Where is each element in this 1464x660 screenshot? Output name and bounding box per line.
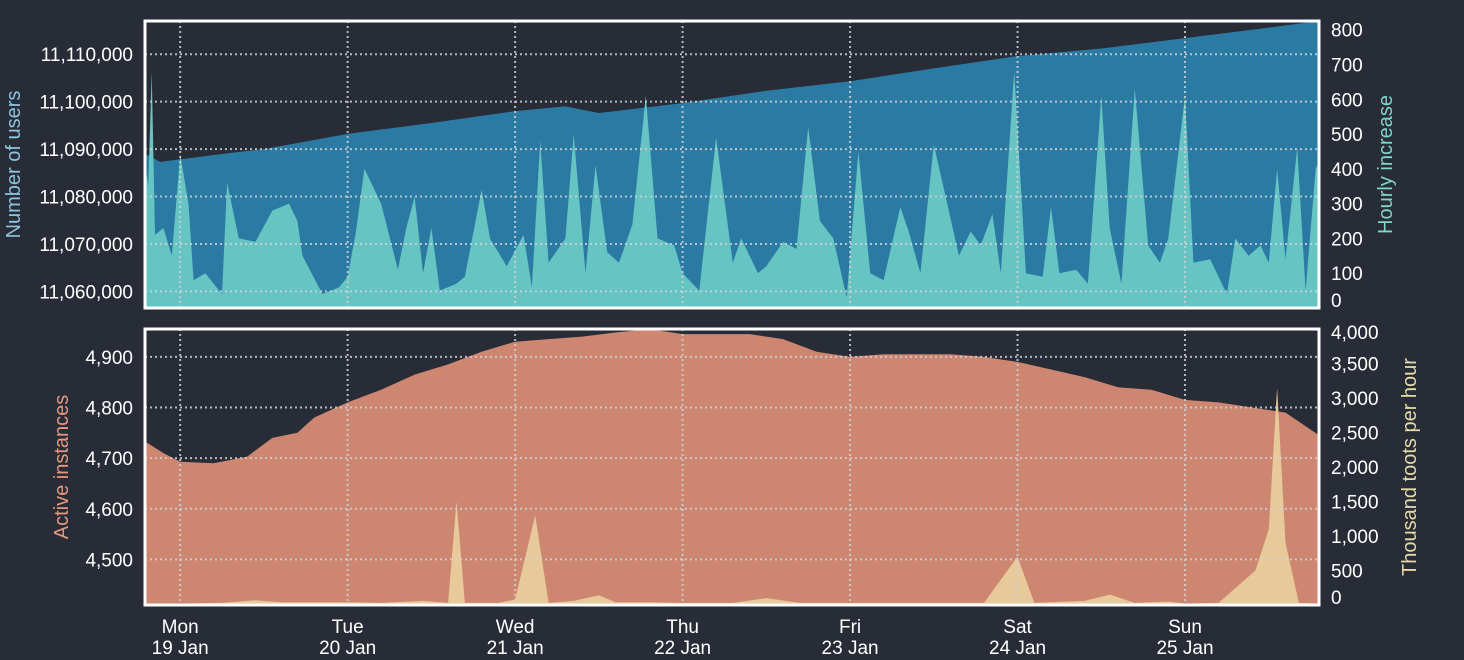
hourly-increase-axis-title: Hourly increase xyxy=(1375,95,1397,234)
users-right-tick-label: 500 xyxy=(1331,125,1363,146)
day-label-date: 21 Jan xyxy=(487,638,544,659)
users-series-primary-area xyxy=(145,21,1319,308)
users-right-tick-label: 100 xyxy=(1331,264,1363,285)
users-grid xyxy=(145,21,1319,308)
users-right-tick-label: 200 xyxy=(1331,229,1363,250)
users-left-tick-label: 11,110,000 xyxy=(41,45,133,66)
day-label-date: 20 Jan xyxy=(319,638,376,659)
users-right-tick-label: 300 xyxy=(1331,195,1363,216)
instances-right-tick-label: 500 xyxy=(1331,562,1363,583)
users-right-tick-label: 700 xyxy=(1331,55,1363,76)
users-right-tick-label: 0 xyxy=(1331,291,1342,312)
day-label-date: 22 Jan xyxy=(654,638,711,659)
users-areas xyxy=(145,21,1319,309)
instances-frame xyxy=(143,327,1321,607)
users-left-tick-label: 11,080,000 xyxy=(39,188,133,209)
users-left-tick-label: 11,070,000 xyxy=(39,235,133,256)
day-label-weekday: Sun xyxy=(1168,617,1202,638)
users-right-tick-label: 400 xyxy=(1331,160,1363,181)
instances-areas xyxy=(145,329,1319,605)
day-label-weekday: Wed xyxy=(496,617,535,638)
instances-right-tick-label: 1,000 xyxy=(1331,527,1379,548)
users-left-ticks: 11,060,000 11,070,000 11,080,000 11,090,000… xyxy=(39,45,133,303)
users-right-tick-label: 600 xyxy=(1331,90,1363,111)
instances-right-tick-label: 3,000 xyxy=(1331,389,1379,410)
instances-right-tick-label: 4,000 xyxy=(1331,323,1379,344)
instances-right-ticks: 0 500 1,000 1,500 2,000 2,500 3,000 3,500 4,000 xyxy=(1331,323,1379,609)
instances-left-tick-label: 4,600 xyxy=(85,500,133,521)
instances-left-tick-label: 4,700 xyxy=(85,449,133,470)
instances-left-ticks: 4,500 4,600 4,700 4,800 4,900 xyxy=(85,348,133,572)
instances-right-tick-label: 3,500 xyxy=(1331,355,1379,376)
users-panel: 11,060,000 11,070,000 11,080,000 11,090,000… xyxy=(3,19,1397,312)
instances-panel: 4,500 4,600 4,700 4,800 4,900 0 500 1,000 1,500… xyxy=(51,323,1421,609)
instances-series-primary-area xyxy=(145,329,1319,605)
users-left-tick-label: 11,060,000 xyxy=(39,282,133,303)
day-label-weekday: Tue xyxy=(332,617,364,638)
toots-axis-title: Thousand toots per hour xyxy=(1399,358,1421,576)
day-label-weekday: Sat xyxy=(1003,617,1032,638)
users-left-tick-label: 11,100,000 xyxy=(39,93,133,114)
day-label-date: 19 Jan xyxy=(152,638,209,659)
users-axis-title: Number of users xyxy=(3,91,25,239)
day-label-weekday: Fri xyxy=(839,617,861,638)
day-label-weekday: Thu xyxy=(666,617,699,638)
instances-left-tick-label: 4,900 xyxy=(85,348,133,369)
instances-right-tick-label: 2,500 xyxy=(1331,424,1379,445)
users-series-secondary-area xyxy=(145,71,1319,309)
instances-left-tick-label: 4,500 xyxy=(85,550,133,571)
instances-left-tick-label: 4,800 xyxy=(85,398,133,419)
users-left-tick-label: 11,090,000 xyxy=(39,140,133,161)
instances-right-tick-label: 0 xyxy=(1331,588,1342,609)
users-frame xyxy=(143,19,1321,310)
instances-axis-title: Active instances xyxy=(51,395,73,540)
instances-grid xyxy=(145,329,1319,605)
users-right-tick-label: 800 xyxy=(1331,21,1363,42)
users-right-ticks: 0 100 200 300 400 500 600 700 800 xyxy=(1331,21,1363,312)
instances-right-tick-label: 1,500 xyxy=(1331,493,1379,514)
day-label-weekday: Mon xyxy=(162,617,199,638)
day-label-date: 25 Jan xyxy=(1156,638,1213,659)
day-label-date: 23 Jan xyxy=(822,638,879,659)
day-label-date: 24 Jan xyxy=(989,638,1046,659)
instances-right-tick-label: 2,000 xyxy=(1331,458,1379,479)
